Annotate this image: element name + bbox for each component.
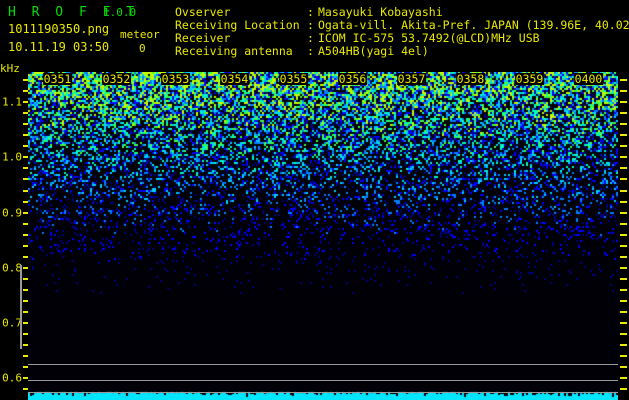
info-separator: :: [307, 44, 314, 58]
reference-line-2: [28, 380, 618, 381]
right-axis-tick: [620, 255, 627, 258]
right-axis-tick: [620, 112, 627, 115]
right-axis-tick: [620, 134, 627, 137]
info-separator: :: [307, 31, 314, 45]
info-value: Ogata-vill. Akita-Pref. JAPAN (139.96E, …: [318, 18, 629, 32]
spectrogram-heatmap: [28, 72, 618, 400]
y-minor-tick: [23, 299, 28, 302]
y-axis-unit-label: kHz: [0, 62, 20, 75]
y-axis-tick-label: 0.9: [2, 206, 22, 220]
right-axis-tick: [620, 244, 627, 247]
header-panel: H R O F F T 1.0.0 1011190350.png 10.11.1…: [0, 0, 629, 68]
y-minor-tick: [23, 244, 28, 247]
info-key: Receiver: [175, 31, 231, 45]
y-minor-tick: [23, 145, 28, 148]
y-major-tick: [23, 266, 28, 269]
right-axis-tick: [620, 277, 627, 280]
app-title: H R O F F T: [8, 5, 139, 20]
y-axis-tick-label: 1.1: [2, 95, 22, 109]
y-major-tick: [23, 321, 28, 324]
y-major-tick: [23, 376, 28, 379]
info-row-receiving-antenna: Receiving antenna : A504HB(yagi 4el): [175, 45, 629, 58]
right-axis-tick: [620, 211, 627, 214]
info-row-observer: Ovserver : Masayuki Kobayashi: [175, 6, 629, 19]
y-minor-tick: [23, 233, 28, 236]
info-value: A504HB(yagi 4el): [318, 44, 429, 58]
reference-line-3: [28, 392, 618, 393]
y-axis-tick-label: 1.0: [2, 150, 22, 164]
y-minor-tick: [23, 277, 28, 280]
info-value: ICOM IC-575 53.7492(@LCD)MHz USB: [318, 31, 540, 45]
right-axis-ticks: [619, 72, 629, 400]
y-minor-tick: [23, 167, 28, 170]
station-info-table: Ovserver : Masayuki Kobayashi Receiving …: [175, 6, 629, 58]
y-major-tick: [23, 156, 28, 159]
right-axis-tick: [620, 354, 627, 357]
y-minor-tick: [23, 332, 28, 335]
y-minor-tick: [23, 288, 28, 291]
right-axis-tick: [620, 288, 627, 291]
right-axis-tick: [620, 365, 627, 368]
y-minor-tick: [23, 134, 28, 137]
capture-datetime: 10.11.19 03:50: [8, 40, 110, 54]
info-row-receiver: Receiver : ICOM IC-575 53.7492(@LCD)MHz …: [175, 32, 629, 45]
y-axis-tick-label: 0.8: [2, 261, 22, 275]
y-minor-tick: [23, 222, 28, 225]
y-minor-tick: [23, 123, 28, 126]
info-separator: :: [307, 5, 314, 19]
y-minor-tick: [23, 343, 28, 346]
right-axis-tick: [620, 321, 627, 324]
y-major-tick: [23, 101, 28, 104]
y-axis: 0.6 0.7 0.8 0.9 1.0 1.1: [0, 72, 28, 400]
right-axis-tick: [620, 233, 627, 236]
y-range-marker: [20, 265, 22, 349]
right-axis-tick: [620, 189, 627, 192]
info-separator: :: [307, 18, 314, 32]
info-key: Receiving Location: [175, 18, 300, 32]
capture-filename: 1011190350.png: [8, 22, 110, 36]
right-axis-tick: [620, 200, 627, 203]
y-minor-tick: [23, 255, 28, 258]
y-minor-tick: [23, 200, 28, 203]
right-axis-tick: [620, 310, 627, 313]
y-minor-tick: [23, 178, 28, 181]
y-major-tick: [23, 211, 28, 214]
info-key: Receiving antenna: [175, 44, 293, 58]
right-axis-tick: [620, 79, 627, 82]
right-axis-tick: [620, 178, 627, 181]
y-minor-tick: [23, 365, 28, 368]
y-minor-tick: [23, 79, 28, 82]
spectrogram-plot: [28, 72, 618, 400]
info-row-receiving-location: Receiving Location : Ogata-vill. Akita-P…: [175, 19, 629, 32]
right-axis-tick: [620, 332, 627, 335]
right-axis-tick: [620, 156, 627, 159]
y-minor-tick: [23, 189, 28, 192]
app-version: 1.0.0: [103, 6, 137, 19]
info-key: Ovserver: [175, 5, 231, 19]
right-axis-tick: [620, 167, 627, 170]
right-axis-tick: [620, 145, 627, 148]
reference-line-1: [28, 364, 618, 365]
right-axis-tick: [620, 101, 627, 104]
y-minor-tick: [23, 354, 28, 357]
right-axis-tick: [620, 222, 627, 225]
right-axis-tick: [620, 376, 627, 379]
y-axis-tick-label: 0.6: [2, 371, 22, 385]
y-axis-tick-label: 0.7: [2, 316, 22, 330]
right-axis-tick: [620, 90, 627, 93]
y-minor-tick: [23, 90, 28, 93]
y-minor-tick: [23, 112, 28, 115]
right-axis-tick: [620, 387, 627, 390]
event-count-value: 0: [139, 42, 146, 55]
right-axis-tick: [620, 123, 627, 126]
y-minor-tick: [23, 310, 28, 313]
event-type-label: meteor: [120, 28, 160, 41]
y-minor-tick: [23, 387, 28, 390]
right-axis-tick: [620, 266, 627, 269]
right-axis-tick: [620, 299, 627, 302]
info-value: Masayuki Kobayashi: [318, 5, 443, 19]
right-axis-tick: [620, 343, 627, 346]
